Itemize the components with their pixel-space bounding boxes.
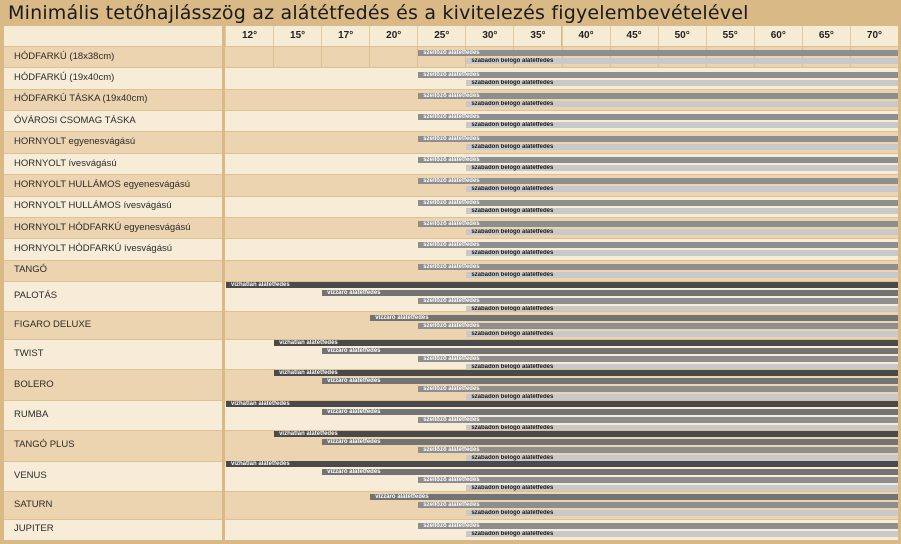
coverage-bar-szellozo: szellőző alátétfedés xyxy=(418,446,898,453)
coverage-bar-szabadon: szabadon belógó alátétfedés xyxy=(466,424,898,431)
header-row-label-cell xyxy=(4,26,222,46)
row-label: HÓDFARKÚ (19x40cm) xyxy=(14,72,115,84)
coverage-bar-szabadon: szabadon belógó alátétfedés xyxy=(466,186,898,193)
coverage-bar-vizhatlan: vízhatlan alátétfedés xyxy=(226,400,898,407)
coverage-bar-szabadon: szabadon belógó alátétfedés xyxy=(466,100,898,107)
row-label: TANGÓ PLUS xyxy=(14,439,75,451)
coverage-bar-szabadon: szabadon belógó alátétfedés xyxy=(466,454,898,461)
column-header: 55° xyxy=(705,26,754,46)
coverage-bar-vizhatlan: vízhatlan alátétfedés xyxy=(226,461,898,468)
row-label: HORNYOLT ívesvágású xyxy=(14,157,117,169)
column-header: 30° xyxy=(465,26,514,46)
column-header: 35° xyxy=(513,26,562,46)
column-header: 17° xyxy=(321,26,370,46)
column-header: 12° xyxy=(225,26,274,46)
coverage-bar-szabadon: szabadon belógó alátétfedés xyxy=(466,363,898,370)
row-label: TWIST xyxy=(14,348,44,360)
coverage-bar-szabadon: szabadon belógó alátétfedés xyxy=(466,229,898,236)
coverage-bar-szabadon: szabadon belógó alátétfedés xyxy=(466,250,898,257)
column-header: 15° xyxy=(273,26,322,46)
row-label: HORNYOLT HULLÁMOS ívesvágású xyxy=(14,200,172,212)
coverage-bar-szabadon: szabadon belógó alátétfedés xyxy=(466,530,898,537)
coverage-bar-szellozo: szellőző alátétfedés xyxy=(418,50,898,57)
coverage-bar-szellozo: szellőző alátétfedés xyxy=(418,416,898,423)
column-header: 50° xyxy=(657,26,706,46)
coverage-bar-szellozo: szellőző alátétfedés xyxy=(418,263,898,270)
coverage-bar-szellozo: szellőző alátétfedés xyxy=(418,322,898,329)
row-label: SATURN xyxy=(14,498,53,510)
coverage-bar-szellozo: szellőző alátétfedés xyxy=(418,135,898,142)
coverage-bar-szellozo: szellőző alátétfedés xyxy=(418,178,898,185)
coverage-bar-vizzaro: vízzáró alátétfedés xyxy=(322,438,898,445)
coverage-bar-szabadon: szabadon belógó alátétfedés xyxy=(466,143,898,150)
coverage-bar-vizzaro: vízzáró alátétfedés xyxy=(370,494,898,501)
coverage-bar-szellozo: szellőző alátétfedés xyxy=(418,92,898,99)
coverage-bar-szabadon: szabadon belógó alátétfedés xyxy=(466,330,898,337)
coverage-bar-vizzaro: vízzáró alátétfedés xyxy=(322,469,898,476)
coverage-bar-vizzaro: vízzáró alátétfedés xyxy=(322,289,898,296)
row-label: PALOTÁS xyxy=(14,290,58,302)
label-column-divider xyxy=(222,26,225,540)
coverage-bar-szabadon: szabadon belógó alátétfedés xyxy=(466,394,898,401)
coverage-bar-szellozo: szellőző alátétfedés xyxy=(418,114,898,121)
coverage-bar-szellozo: szellőző alátétfedés xyxy=(418,386,898,393)
row-label: TANGÓ xyxy=(14,264,48,276)
row-label: BOLERO xyxy=(14,378,54,390)
coverage-bar-szellozo: szellőző alátétfedés xyxy=(418,477,898,484)
column-header: 70° xyxy=(849,26,898,46)
coverage-bar-szellozo: szellőző alátétfedés xyxy=(418,355,898,362)
coverage-bar-szellozo: szellőző alátétfedés xyxy=(418,522,898,529)
coverage-bar-szabadon: szabadon belógó alátétfedés xyxy=(466,485,898,492)
coverage-bar-szellozo: szellőző alátétfedés xyxy=(418,157,898,164)
column-header: 25° xyxy=(417,26,466,46)
chart-title: Minimális tetőhajlásszög az alátétfedés … xyxy=(8,2,749,24)
column-header: 60° xyxy=(753,26,802,46)
coverage-bar-vizhatlan: vízhatlan alátétfedés xyxy=(274,339,898,346)
column-header: 40° xyxy=(561,26,610,46)
row-label: HORNYOLT egyenesvágású xyxy=(14,136,136,148)
row-label: JUPITER xyxy=(14,523,54,535)
coverage-bar-vizzaro: vízzáró alátétfedés xyxy=(322,408,898,415)
column-header: 20° xyxy=(369,26,418,46)
coverage-bar-szellozo: szellőző alátétfedés xyxy=(418,242,898,249)
row-label: HORNYOLT HÓDFARKÚ ívesvágású xyxy=(14,242,173,254)
row-label: RUMBA xyxy=(14,408,49,420)
coverage-bar-szellozo: szellőző alátétfedés xyxy=(418,502,898,509)
column-header: 45° xyxy=(609,26,658,46)
coverage-bar-vizhatlan: vízhatlan alátétfedés xyxy=(274,370,898,377)
row-label: VENUS xyxy=(14,469,47,481)
coverage-bar-vizzaro: vízzáró alátétfedés xyxy=(322,378,898,385)
row-label: ÓVÁROSI CSOMAG TÁSKA xyxy=(14,114,136,126)
column-header: 65° xyxy=(801,26,850,46)
row-label: FIGARO DELUXE xyxy=(14,319,92,331)
coverage-bar-szellozo: szellőző alátétfedés xyxy=(418,221,898,228)
row-label: HORNYOLT HÓDFARKÚ egyenesvágású xyxy=(14,221,191,233)
coverage-bar-szellozo: szellőző alátétfedés xyxy=(418,71,898,78)
coverage-bar-vizzaro: vízzáró alátétfedés xyxy=(370,314,898,321)
coverage-bar-szabadon: szabadon belógó alátétfedés xyxy=(466,207,898,214)
coverage-bar-szabadon: szabadon belógó alátétfedés xyxy=(466,510,898,517)
row-label: HORNYOLT HULLÁMOS egyenesvágású xyxy=(14,178,191,190)
coverage-bar-szabadon: szabadon belógó alátétfedés xyxy=(466,305,898,312)
row-label: HÓDFARKÚ (18x38cm) xyxy=(14,50,115,62)
coverage-bar-vizzaro: vízzáró alátétfedés xyxy=(322,347,898,354)
coverage-bar-szabadon: szabadon belógó alátétfedés xyxy=(466,58,898,65)
coverage-bar-szabadon: szabadon belógó alátétfedés xyxy=(466,271,898,278)
coverage-bar-szabadon: szabadon belógó alátétfedés xyxy=(466,79,898,86)
coverage-bar-vizhatlan: vízhatlan alátétfedés xyxy=(274,430,898,437)
coverage-bar-szellozo: szellőző alátétfedés xyxy=(418,297,898,304)
coverage-bar-szabadon: szabadon belógó alátétfedés xyxy=(466,165,898,172)
row-label: HÓDFARKÚ TÁSKA (19x40cm) xyxy=(14,93,148,105)
coverage-bar-szabadon: szabadon belógó alátétfedés xyxy=(466,122,898,129)
coverage-bar-vizhatlan: vízhatlan alátétfedés xyxy=(226,281,898,288)
coverage-bar-szellozo: szellőző alátétfedés xyxy=(418,199,898,206)
